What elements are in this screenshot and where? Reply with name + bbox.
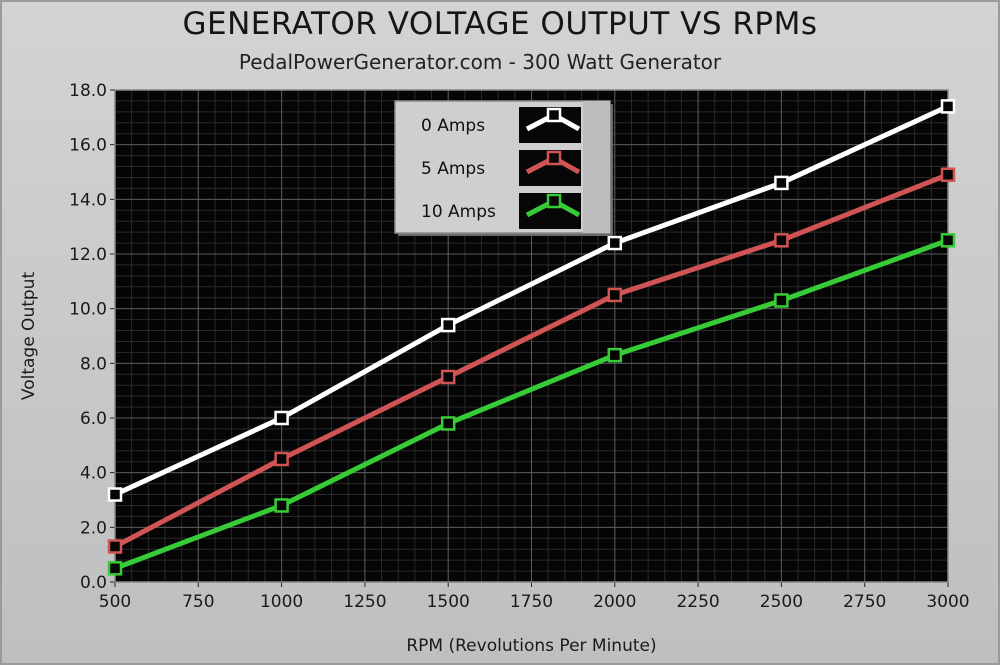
data-point [607,347,623,363]
data-point [607,287,623,303]
legend-label: 0 Amps [421,116,485,136]
data-point [107,539,123,554]
data-point [607,235,623,251]
chart-title: GENERATOR VOLTAGE OUTPUT VS RPMs [182,6,818,42]
data-point [774,233,789,248]
y-tick-label: 18.0 [69,81,107,101]
x-tick-label: 2750 [843,592,886,612]
data-point [440,416,456,431]
series-line [112,237,951,571]
legend-swatch-marker [546,193,562,209]
legend-swatch-marker [546,150,562,166]
data-point [940,167,956,182]
data-point [774,175,789,191]
data-point [274,410,289,426]
y-tick-label: 14.0 [69,190,107,210]
series-1 [107,167,956,554]
series-line [112,103,951,498]
y-tick-label: 12.0 [69,245,107,265]
y-tick-label: 10.0 [69,300,107,320]
data-point [440,317,456,333]
y-tick-label: 6.0 [80,409,107,429]
x-tick-label: 1000 [260,592,303,612]
legend-swatch-marker [546,107,562,123]
x-tick-label: 2500 [760,592,803,612]
data-point [440,369,456,385]
series-line [112,172,951,549]
data-point [774,293,789,308]
data-point [274,451,289,467]
chart-subtitle: PedalPowerGenerator.com - 300 Watt Gener… [238,50,722,74]
series-0 [107,99,956,502]
legend-label: 5 Amps [421,159,485,179]
x-tick-label: 500 [99,592,131,612]
data-point [940,99,956,114]
x-tick-label: 2250 [676,592,719,612]
series-2 [107,233,956,576]
x-axis-title: RPM (Revolutions Per Minute) [406,636,656,656]
data-point [107,561,123,576]
x-tick-label: 3000 [926,592,969,612]
y-tick-label: 16.0 [69,136,107,156]
y-tick-label: 0.0 [80,573,107,593]
x-tick-label: 1750 [510,592,553,612]
y-tick-label: 2.0 [80,518,107,538]
legend-bevel [583,101,610,233]
data-point [274,498,289,513]
x-tick-label: 1500 [427,592,470,612]
data-point [107,487,123,502]
data-point [940,233,956,248]
y-axis-title: Voltage Output [19,272,39,401]
legend-label: 10 Amps [421,202,496,222]
plot-border [114,89,949,583]
y-tick-label: 4.0 [80,464,107,484]
y-tick-label: 8.0 [80,354,107,374]
x-tick-label: 2000 [593,592,636,612]
x-tick-label: 1250 [343,592,386,612]
x-tick-label: 750 [182,592,214,612]
